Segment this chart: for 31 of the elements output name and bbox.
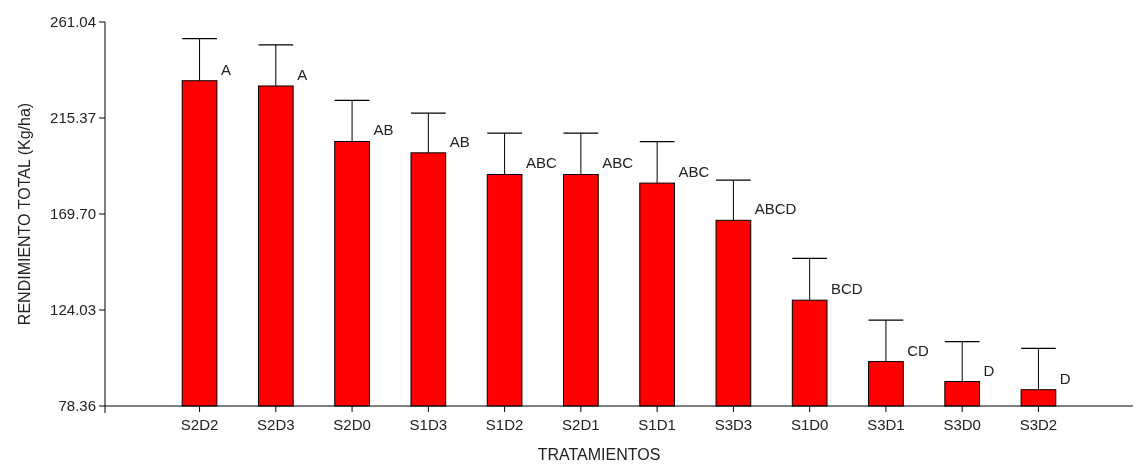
- y-tick-label: 261.04: [50, 13, 96, 31]
- x-tick-label: S3D0: [943, 416, 981, 433]
- y-tick-label: 78.36: [58, 397, 96, 415]
- y-tick-label: 215.37: [50, 109, 96, 127]
- annotation: AB: [373, 121, 394, 139]
- annotation: ABC: [678, 163, 710, 181]
- annotation: D: [983, 361, 995, 379]
- annotation: BCD: [831, 280, 863, 298]
- x-tick-label: S1D0: [790, 416, 829, 433]
- x-tick-label: S3D2: [1019, 416, 1058, 433]
- x-tick-label: S2D3: [257, 416, 295, 433]
- x-tick-label: S2D2: [180, 416, 219, 433]
- x-tick-label: S2D0: [333, 416, 371, 433]
- y-tick-label: 124.03: [50, 301, 96, 319]
- x-axis-title: TRATAMIENTOS: [537, 446, 661, 463]
- annotation: ABC: [602, 154, 634, 172]
- x-tick-label: S1D1: [638, 416, 676, 433]
- annotation: CD: [907, 341, 930, 359]
- x-tick-label: S1D2: [485, 416, 524, 433]
- x-tick-label: S3D1: [867, 416, 905, 433]
- annotation: A: [297, 65, 308, 83]
- annotation: D: [1059, 369, 1071, 387]
- y-axis-title: RENDIMIENTO TOTAL (Kg/ha): [16, 102, 33, 326]
- x-tick-label: S1D3: [409, 416, 448, 433]
- annotation: ABC: [525, 154, 557, 172]
- x-tick-label: S3D3: [714, 416, 753, 433]
- x-tick-label: S2D1: [562, 416, 600, 433]
- annotation: ABCD: [754, 200, 797, 218]
- annotation: AB: [449, 132, 470, 150]
- annotation: A: [220, 60, 231, 78]
- y-tick-label: 169.70: [50, 205, 96, 223]
